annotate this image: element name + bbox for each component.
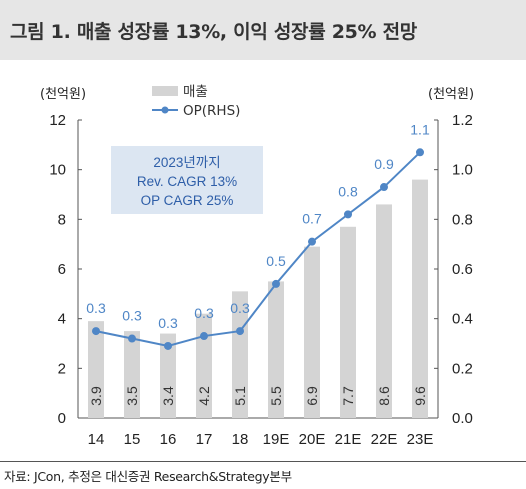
annotation-line-2: Rev. CAGR 13% xyxy=(137,174,237,189)
chart: (천억원) (천억원) 매출 OP(RHS) 0 2 4 6 8 10 12 0.0 0.2 0.… xyxy=(40,84,474,448)
annotation-box xyxy=(111,146,263,214)
bar-21E xyxy=(340,226,356,418)
right-tick-label: 0.0 xyxy=(452,410,473,427)
op-value-label: 0.3 xyxy=(194,305,214,321)
bar-14 xyxy=(88,321,104,418)
chart-title: 그림 1. 매출 성장률 13%, 이익 성장률 25% 전망 xyxy=(10,21,417,43)
left-tick-label: 2 xyxy=(58,360,66,377)
cagr-annotation: 2023년까지 Rev. CAGR 13% OP CAGR 25% xyxy=(111,146,263,214)
left-tick-label: 8 xyxy=(58,211,66,228)
legend: 매출 OP(RHS) xyxy=(152,84,240,119)
op-line xyxy=(95,151,421,348)
bar-15 xyxy=(124,331,140,418)
annotation-line-1: 2023년까지 xyxy=(153,155,220,170)
right-tick-label: 0.8 xyxy=(452,211,473,228)
op-value-label: 0.7 xyxy=(302,211,322,227)
op-value-label: 0.3 xyxy=(158,315,178,331)
bar-value-label: 5.1 xyxy=(232,386,248,406)
x-tick-label: 14 xyxy=(88,431,105,448)
bar-19E xyxy=(268,281,284,418)
op-point-16 xyxy=(164,341,172,350)
bar-16 xyxy=(160,333,176,418)
x-tick-label: 21E xyxy=(335,431,362,448)
source-note: 자료: JCon, 추정은 대신증권 Research&Strategy본부 xyxy=(4,469,292,484)
bar-17 xyxy=(196,313,212,418)
left-tick-label: 10 xyxy=(49,162,66,179)
legend-line-marker xyxy=(161,106,169,114)
left-tick-label: 6 xyxy=(58,261,66,278)
left-tick-label: 12 xyxy=(49,112,66,129)
bar-23E xyxy=(412,179,428,418)
bar-18 xyxy=(232,291,248,418)
legend-bar-label: 매출 xyxy=(183,84,208,100)
x-tick-label: 23E xyxy=(407,431,434,448)
bar-value-label: 3.5 xyxy=(124,386,140,406)
x-tick-label: 18 xyxy=(232,431,249,448)
source-divider xyxy=(0,461,526,462)
op-point-19E xyxy=(272,279,280,288)
op-point-18 xyxy=(236,327,244,336)
op-point-22E xyxy=(380,183,388,192)
legend-line-label: OP(RHS) xyxy=(183,103,240,119)
op-point-17 xyxy=(200,332,208,341)
op-value-label: 0.8 xyxy=(338,183,358,199)
bar-value-label: 3.9 xyxy=(88,386,104,406)
bar-20E xyxy=(304,246,320,418)
annotation-line-3: OP CAGR 25% xyxy=(141,193,234,208)
left-axis-unit: (천억원) xyxy=(40,87,86,102)
title-bar: 그림 1. 매출 성장률 13%, 이익 성장률 25% 전망 xyxy=(0,0,526,60)
right-tick-label: 1.0 xyxy=(452,162,473,179)
op-value-label: 0.3 xyxy=(230,300,250,316)
left-tick-label: 0 xyxy=(58,410,66,427)
bar-value-label: 7.7 xyxy=(340,386,356,406)
op-value-label: 1.1 xyxy=(410,121,430,137)
right-axis-unit: (천억원) xyxy=(428,87,474,102)
bar-22E xyxy=(376,204,392,418)
bar-value-label: 6.9 xyxy=(304,386,320,406)
left-tick-label: 4 xyxy=(58,311,66,328)
op-value-label: 0.9 xyxy=(374,156,394,172)
op-point-15 xyxy=(128,334,136,343)
bar-value-label: 5.5 xyxy=(268,386,284,406)
op-point-23E xyxy=(416,148,424,157)
op-point-21E xyxy=(344,210,352,219)
plot-area: 0 2 4 6 8 10 12 0.0 0.2 0.4 0.6 0.8 1.0 1.2 3.9 3.5 3.4 4… xyxy=(49,112,473,448)
op-point-20E xyxy=(308,237,316,246)
right-tick-label: 0.4 xyxy=(452,311,473,328)
bar-value-label: 9.6 xyxy=(412,386,428,406)
x-tick-label: 20E xyxy=(299,431,326,448)
x-tick-label: 17 xyxy=(196,431,213,448)
right-tick-label: 0.6 xyxy=(452,261,473,278)
op-value-label: 0.3 xyxy=(122,308,142,324)
x-tick-label: 15 xyxy=(124,431,141,448)
right-tick-label: 1.2 xyxy=(452,112,473,129)
op-value-label: 0.5 xyxy=(266,253,286,269)
right-tick-label: 0.2 xyxy=(452,360,473,377)
x-tick-label: 16 xyxy=(160,431,177,448)
op-value-label: 0.3 xyxy=(86,300,106,316)
bar-value-label: 8.6 xyxy=(376,386,392,406)
op-point-14 xyxy=(92,327,100,336)
x-tick-label: 22E xyxy=(371,431,398,448)
bar-value-label: 4.2 xyxy=(196,386,212,406)
legend-bar-swatch xyxy=(152,86,178,96)
x-tick-label: 19E xyxy=(263,431,290,448)
bar-value-label: 3.4 xyxy=(160,386,176,406)
